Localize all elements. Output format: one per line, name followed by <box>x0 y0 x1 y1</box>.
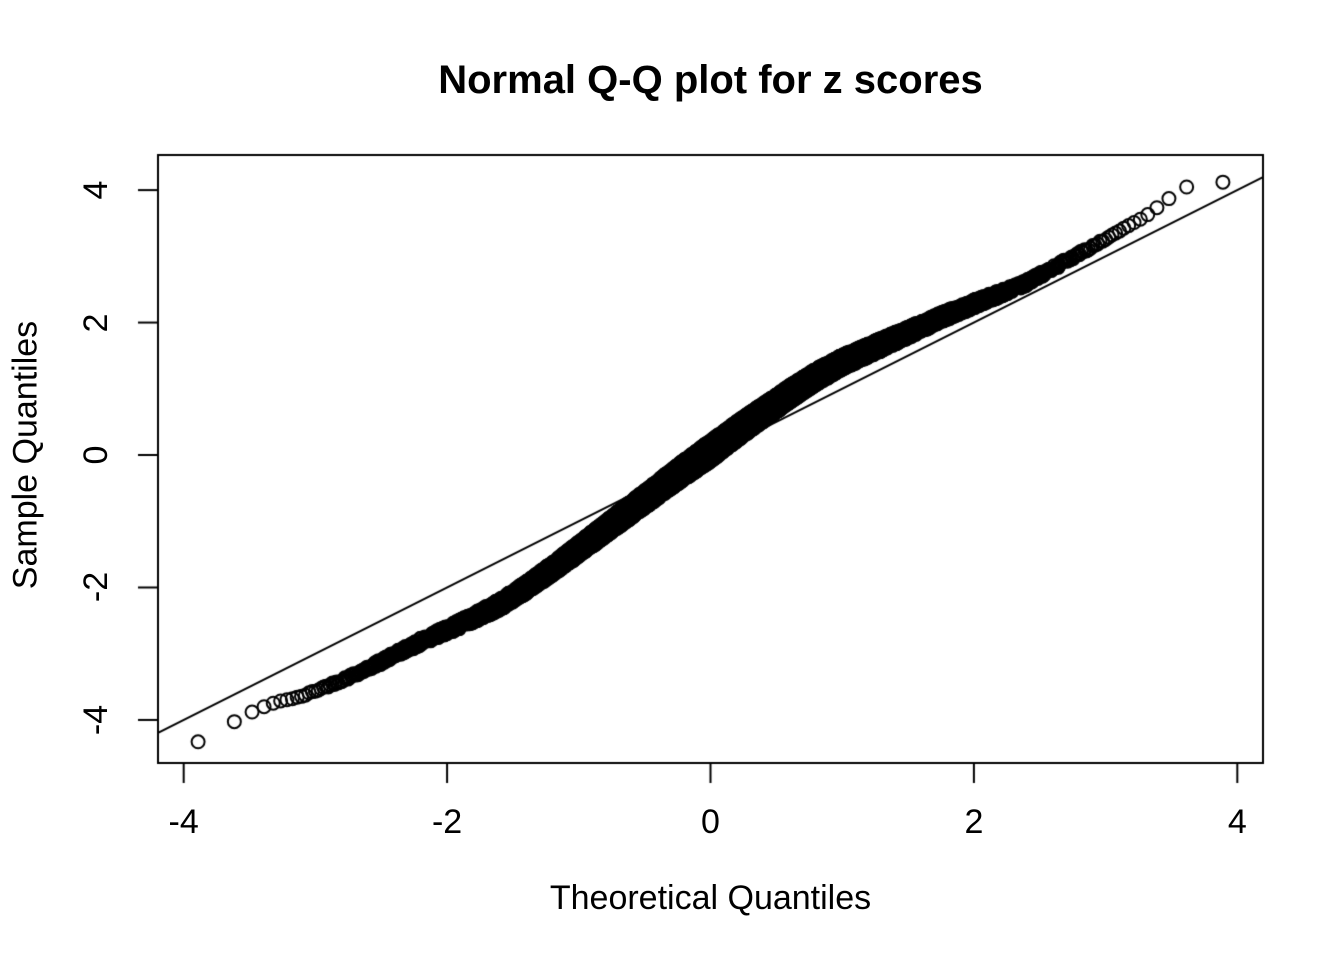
y-tick-label-0: 0 <box>77 445 115 465</box>
x-tick-label-2: 2 <box>964 803 984 841</box>
x-axis-label: Theoretical Quantiles <box>549 879 872 917</box>
y-tick-label--2: -2 <box>77 572 115 603</box>
x-tick-label--2: -2 <box>431 803 463 841</box>
y-tick-label-4: 4 <box>77 180 115 200</box>
y-tick-label-2: 2 <box>77 313 115 333</box>
y-tick-label--4: -4 <box>77 704 115 736</box>
y-axis-label: Sample Quantiles <box>6 320 45 590</box>
x-tick-label-0: 0 <box>701 803 720 841</box>
x-tick-label-4: 4 <box>1227 803 1247 841</box>
x-tick-label--4: -4 <box>168 803 199 841</box>
